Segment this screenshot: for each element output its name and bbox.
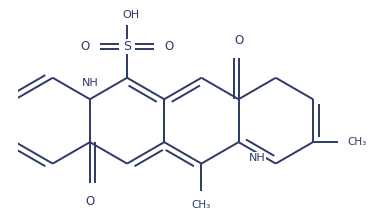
Text: OH: OH bbox=[122, 10, 140, 20]
Text: O: O bbox=[234, 34, 243, 47]
Text: CH₃: CH₃ bbox=[347, 137, 366, 147]
Text: NH: NH bbox=[249, 153, 265, 163]
Text: O: O bbox=[85, 195, 94, 208]
Text: O: O bbox=[81, 40, 90, 53]
Text: O: O bbox=[164, 40, 173, 53]
Text: CH₃: CH₃ bbox=[192, 200, 211, 210]
Text: S: S bbox=[123, 40, 131, 53]
Text: NH: NH bbox=[82, 78, 98, 89]
